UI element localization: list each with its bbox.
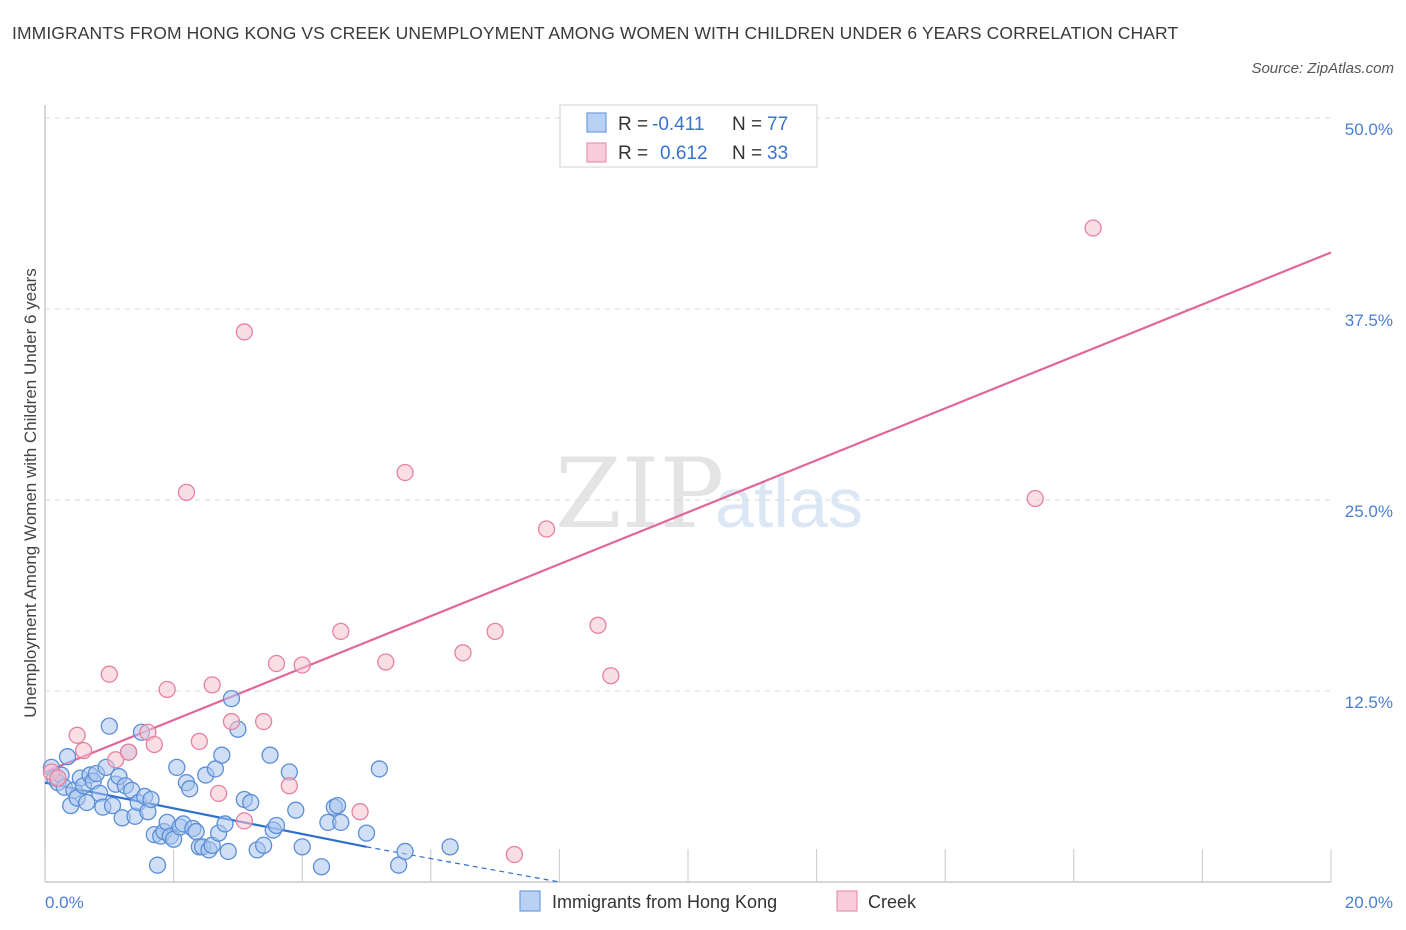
trend-line-creek [44,251,1332,774]
data-point-hong-kong [187,822,205,841]
data-point-hong-kong [148,856,167,874]
data-point-creek [235,812,253,830]
legend-n-label: N = [732,143,762,164]
tick-labels: 12.5% 25.0% 37.5% 50.0% 0.0% 20.0% [45,120,1393,912]
data-point-creek [254,712,273,731]
data-point-hong-kong [216,815,234,833]
series-legend-swatch-creek [836,890,858,912]
data-point-hong-kong [100,717,118,735]
data-point-creek [602,667,620,685]
data-point-creek [537,520,556,538]
data-point-creek [209,784,228,803]
data-point-hong-kong [213,746,231,764]
data-point-creek [158,680,176,699]
axes [44,105,1332,883]
legend-r-label: R = [618,114,648,135]
data-point-creek [107,751,125,769]
source-label: Source: ZipAtlas.com [1251,60,1394,77]
data-point-hong-kong [328,796,347,815]
data-point-creek [203,676,221,694]
data-point-hong-kong [78,793,96,812]
data-point-hong-kong [370,760,389,778]
grid-lines [45,117,1331,692]
watermark-zip: ZIP [555,438,724,550]
data-point-creek [505,845,524,864]
legend-r-value-blue: -0.411 [652,114,704,135]
data-point-hong-kong [168,758,186,777]
data-point-hong-kong [267,816,286,835]
data-point-creek [222,712,241,731]
data-point-creek [100,665,118,683]
data-points [42,109,1102,876]
y-tick-label: 25.0% [1345,502,1393,521]
y-tick-label: 37.5% [1345,311,1393,330]
legend-r-label: R = [618,143,648,164]
series-legend-label-hong-kong: Immigrants from Hong Kong [552,892,777,912]
data-point-creek [267,654,286,673]
data-point-creek [68,726,86,744]
correlation-legend: R = -0.411 N = 77 R = 0.612 N = 33 [559,104,818,168]
x-tick-label: 20.0% [1345,893,1393,912]
data-point-hong-kong [293,838,311,856]
data-point-hong-kong [396,842,414,861]
series-legend: Immigrants from Hong Kong Creek [519,890,917,912]
data-point-creek [1084,219,1102,237]
y-tick-label: 12.5% [1345,693,1393,712]
series-legend-swatch-hong-kong [519,890,541,912]
data-point-hong-kong [254,836,273,854]
data-point-hong-kong [261,746,279,764]
legend-swatch-blue [586,112,607,133]
legend-n-value-blue: 77 [767,114,788,135]
legend-n-label: N = [732,114,762,135]
legend-swatch-pink [586,142,607,163]
data-point-creek [293,656,311,674]
y-tick-label: 50.0% [1345,120,1393,139]
data-point-creek [454,644,472,662]
data-point-hong-kong [219,842,237,861]
data-point-creek [235,323,253,341]
y-axis-label: Unemployment Among Women with Children U… [21,268,40,717]
series-legend-label-creek: Creek [868,892,917,912]
data-point-creek [377,653,395,671]
trend-extension-hong-kong [366,846,560,883]
data-point-creek [1026,489,1044,508]
data-point-creek [74,741,93,760]
data-point-hong-kong [312,858,331,876]
data-point-hong-kong [332,813,350,832]
data-point-creek [589,616,607,634]
data-point-creek [351,803,369,821]
data-point-creek [177,483,196,502]
data-point-creek [332,622,350,641]
data-point-hong-kong [142,790,160,809]
legend-r-value-pink: 0.612 [660,143,708,164]
data-point-hong-kong [103,796,122,815]
data-point-creek [396,463,414,482]
data-point-creek [119,743,138,761]
x-tick-label: 0.0% [45,893,84,912]
watermark-atlas: atlas [715,464,863,542]
data-point-creek [486,622,504,641]
data-point-creek [190,732,208,751]
data-point-hong-kong [441,838,459,856]
data-point-hong-kong [222,689,241,708]
trend-lines [44,251,1332,883]
data-point-creek [145,735,163,754]
data-point-hong-kong [181,780,199,798]
data-point-hong-kong [357,824,376,842]
data-point-hong-kong [58,748,77,766]
data-point-creek [280,777,298,795]
data-point-creek [49,769,67,787]
chart-title: IMMIGRANTS FROM HONG KONG VS CREEK UNEMP… [12,23,1179,43]
data-point-hong-kong [287,801,305,819]
data-point-hong-kong [242,793,260,812]
legend-n-value-pink: 33 [767,143,788,164]
